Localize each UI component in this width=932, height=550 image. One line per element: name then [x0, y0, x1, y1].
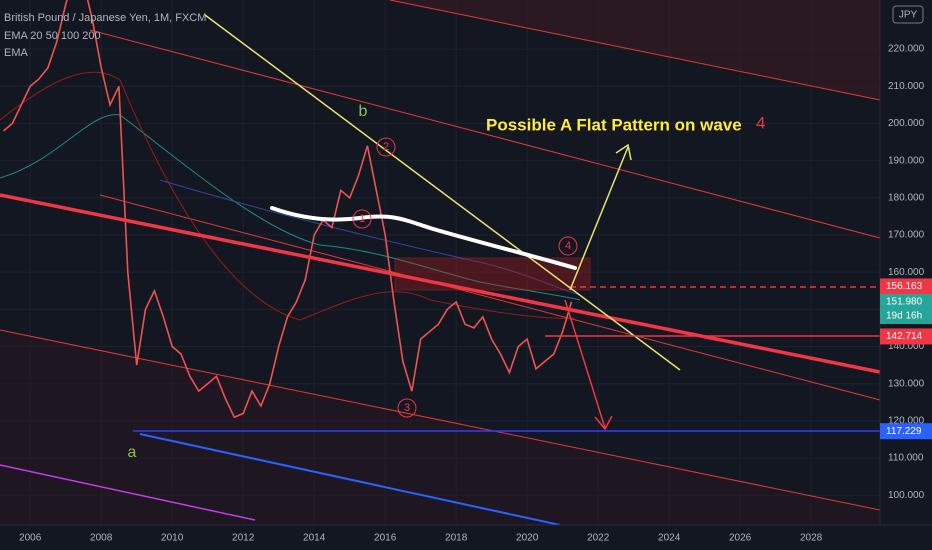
y-tick-label: 120.000	[888, 416, 925, 427]
wave-label: a	[128, 444, 137, 461]
wave-label: b	[359, 103, 368, 120]
y-tick-label: 130.000	[888, 378, 925, 389]
x-tick-label: 2014	[303, 533, 326, 544]
price-tag-label: 151.980	[886, 297, 923, 308]
channel-line	[89, 29, 881, 239]
wave-circle	[558, 236, 578, 256]
wave-curve	[270, 206, 577, 270]
y-tick-label: 220.000	[888, 44, 925, 55]
price-tag	[880, 278, 932, 295]
y-tick-label: 110.000	[888, 453, 924, 464]
channel-line	[99, 194, 881, 401]
ema-line	[159, 179, 581, 296]
x-tick-label: 2020	[516, 533, 539, 544]
y-tick-label: 170.000	[888, 230, 925, 241]
price-group	[2, 0, 573, 419]
currency-badge	[892, 5, 924, 24]
currency: JPY	[899, 10, 918, 21]
purple-line	[0, 464, 256, 521]
y-tick-label: 210.000	[888, 81, 925, 92]
ema-line	[0, 114, 581, 301]
blue-trendline	[139, 433, 561, 526]
price-tag	[880, 423, 932, 440]
x-tick-label: 2018	[445, 533, 468, 544]
main-trendline	[0, 193, 881, 374]
price-tag-label: 117.229	[886, 426, 922, 437]
x-tick-label: 2026	[729, 533, 752, 544]
arrow-head	[594, 415, 613, 431]
channel-line	[0, 329, 881, 511]
y-tick-label: 180.000	[888, 192, 925, 203]
indicator: EMA	[4, 47, 29, 59]
arrow-down	[564, 299, 606, 429]
channel-line	[389, 0, 881, 101]
x-tick-label: 2022	[587, 533, 610, 544]
y-tick-label: 200.000	[888, 118, 925, 129]
symbol: British Pound / Japanese Yen, 1M, FXCM	[4, 12, 206, 24]
yellow-trendline	[204, 14, 681, 371]
axes: 100.000110.000120.000130.000140.000150.0…	[19, 44, 932, 544]
wave-circle	[397, 398, 417, 418]
y-tick-label: 140.000	[888, 341, 925, 352]
wave-label: 3	[404, 402, 410, 414]
price-axis	[880, 0, 932, 550]
x-tick-label: 2008	[90, 533, 113, 544]
x-tick-label: 2028	[800, 533, 823, 544]
x-tick-label: 2010	[161, 533, 184, 544]
price-tag-label: 142.714	[886, 331, 923, 342]
wave-circle	[376, 137, 396, 157]
price-line	[2, 0, 573, 419]
x-tick-label: 2006	[19, 533, 42, 544]
annotation-title: Possible A Flat Pattern on wave	[486, 115, 742, 134]
wave-circle	[352, 209, 372, 229]
wave-label: 2	[383, 141, 389, 153]
price-tag	[880, 293, 932, 324]
y-tick-label: 160.000	[888, 267, 925, 278]
wave-label: 1	[359, 213, 365, 225]
indicator: EMA 20 50 100 200	[4, 30, 101, 42]
price-tag	[880, 328, 932, 345]
time-axis	[0, 525, 932, 550]
ema-line	[0, 71, 576, 321]
channel-shade	[0, 330, 880, 525]
arrow-up	[569, 146, 629, 291]
annotation-wave: 4	[756, 113, 765, 132]
countdown: 19d 16h	[886, 311, 922, 322]
y-tick-label: 100.000	[888, 490, 925, 501]
x-tick-label: 2024	[658, 533, 681, 544]
x-tick-label: 2016	[374, 533, 397, 544]
arrow-head	[615, 143, 632, 161]
x-tick-label: 2012	[232, 533, 255, 544]
wave-label: 4	[565, 240, 571, 252]
y-tick-label: 190.000	[888, 155, 925, 166]
price-tag-label: 156.163	[886, 281, 923, 292]
